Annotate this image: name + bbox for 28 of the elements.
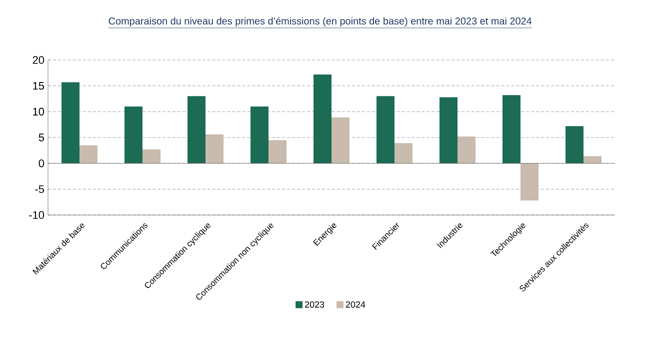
bar	[458, 136, 476, 164]
y-tick-label: 5	[38, 134, 44, 142]
bar	[188, 96, 206, 164]
y-tick-label: 15	[33, 82, 44, 90]
bar	[124, 106, 142, 164]
bar	[502, 95, 520, 164]
legend-label: 2023	[305, 301, 324, 308]
bar	[332, 117, 350, 164]
bar	[142, 149, 160, 164]
bar	[566, 126, 584, 164]
bar	[376, 96, 394, 164]
bar	[250, 106, 268, 164]
y-tick-label: 20	[32, 56, 44, 64]
bar	[62, 82, 80, 164]
y-tick-label: -5	[35, 185, 44, 193]
y-tick-label: 0	[38, 159, 44, 168]
bar	[520, 163, 538, 201]
bar	[206, 134, 224, 164]
legend-label: 2024	[346, 301, 366, 308]
y-tick-label: 10	[33, 108, 44, 116]
bar	[314, 74, 332, 164]
y-tick-label: -10	[29, 211, 44, 219]
bar	[80, 145, 98, 164]
bar	[268, 140, 286, 164]
bar	[440, 97, 458, 164]
chart-title: Comparaison du niveau des primes d’émissions (en points de base) entre mai 2023 et mai 2024	[108, 17, 532, 27]
bar	[394, 143, 412, 164]
bar	[584, 156, 602, 164]
